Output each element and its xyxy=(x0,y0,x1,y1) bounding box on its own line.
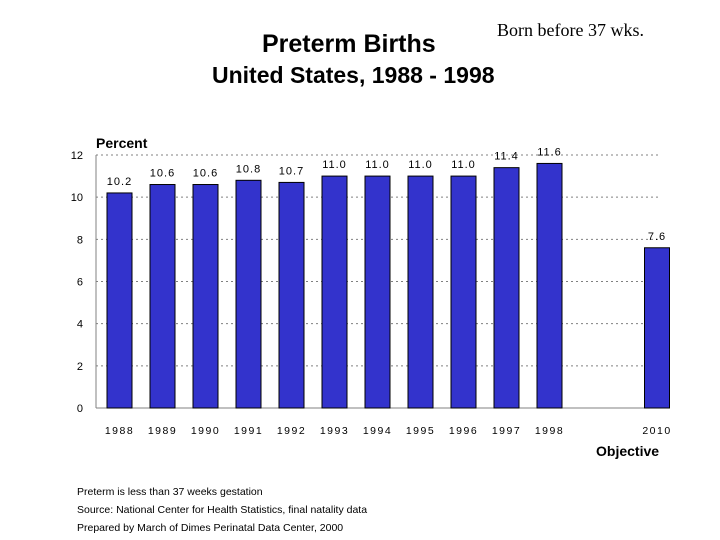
y-tick-label: 2 xyxy=(77,361,83,373)
x-tick-label: 1996 xyxy=(449,425,478,437)
bar-chart: 0 2 4 6 8 10 12 10.2 1988 10.6 1989 10.6 1990 10.8 199… xyxy=(71,135,671,459)
data-label: 11.0 xyxy=(408,159,433,171)
bar xyxy=(536,162,563,409)
x-tick-label: 1998 xyxy=(535,425,564,437)
data-label: 11.0 xyxy=(365,159,390,171)
footnote-definition: Preterm is less than 37 weeks gestation xyxy=(77,486,263,498)
data-label: 10.2 xyxy=(107,176,132,188)
bar xyxy=(407,175,434,409)
data-label: 11.0 xyxy=(322,159,347,171)
bar xyxy=(149,184,176,409)
chart-subtitle: United States, 1988 - 1998 xyxy=(212,62,495,88)
y-tick-label: 10 xyxy=(71,192,83,204)
bar xyxy=(450,175,477,409)
footnote-prepared-by: Prepared by March of Dimes Perinatal Dat… xyxy=(77,522,344,534)
bar xyxy=(364,175,391,409)
x-tick-label: 1997 xyxy=(492,425,521,437)
data-label: 10.8 xyxy=(236,163,261,175)
bar xyxy=(278,181,305,409)
bar xyxy=(321,175,348,409)
x-tick-label: 1992 xyxy=(277,425,306,437)
y-axis-label: Percent xyxy=(96,135,148,151)
y-tick-label: 8 xyxy=(77,234,83,246)
bar xyxy=(192,184,219,409)
bar xyxy=(644,247,670,409)
objective-label: Objective xyxy=(596,443,659,459)
bar xyxy=(493,167,520,409)
y-tick-label: 6 xyxy=(77,277,83,289)
data-label: 11.4 xyxy=(494,151,519,163)
data-label: 7.6 xyxy=(648,231,666,243)
x-tick-label: 1994 xyxy=(363,425,392,437)
x-tick-label: 1995 xyxy=(406,425,435,437)
bar xyxy=(106,192,133,409)
y-tick-label: 12 xyxy=(71,150,83,162)
x-tick-label: 1990 xyxy=(191,425,220,437)
data-label: 10.6 xyxy=(193,168,218,180)
x-tick-label: 1991 xyxy=(234,425,263,437)
x-tick-label: 1989 xyxy=(148,425,177,437)
x-tick-label: 2010 xyxy=(642,425,671,437)
bar xyxy=(235,179,262,409)
data-label: 10.7 xyxy=(279,165,304,177)
y-tick-label: 0 xyxy=(77,403,83,415)
data-label: 10.6 xyxy=(150,168,175,180)
footnotes: Preterm is less than 37 weeks gestation … xyxy=(77,483,367,537)
y-tick-label: 4 xyxy=(77,319,83,331)
gridlines xyxy=(96,154,660,367)
x-tick-label: 1993 xyxy=(320,425,349,437)
chart-title: Preterm Births xyxy=(262,30,436,58)
x-tick-label: 1988 xyxy=(105,425,134,437)
data-label: 11.0 xyxy=(451,159,476,171)
footnote-source: Source: National Center for Health Stati… xyxy=(77,504,368,516)
definition-note: Born before 37 wks. xyxy=(497,20,644,40)
bars xyxy=(106,162,670,409)
labels: 0 2 4 6 8 10 12 10.2 1988 10.6 1989 10.6 1990 10.8 199… xyxy=(71,146,671,437)
data-label: 11.6 xyxy=(537,146,562,158)
